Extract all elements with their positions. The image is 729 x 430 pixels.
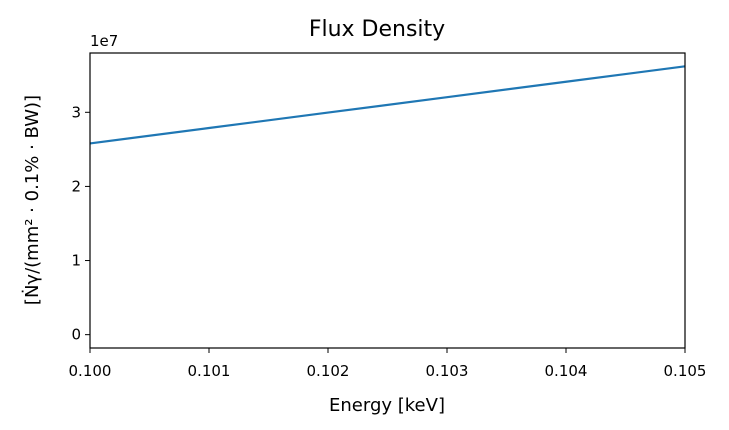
chart-title: Flux Density bbox=[309, 17, 445, 42]
ticks-layer: 0.100 0.101 0.102 0.103 0.104 0.105 0 1 2 3 bbox=[69, 103, 707, 380]
x-tick-label: 0.105 bbox=[664, 362, 707, 380]
y-tick-label: 0 bbox=[71, 326, 81, 344]
x-tick-label: 0.101 bbox=[188, 362, 231, 380]
series-layer bbox=[89, 65, 686, 145]
y-tick-label: 2 bbox=[71, 177, 81, 195]
x-axis-label: Energy [keV] bbox=[329, 395, 445, 416]
y-axis-label: [Ṅγ/(mm² · 0.1% · BW)] bbox=[22, 95, 43, 305]
x-tick-label: 0.104 bbox=[545, 362, 588, 380]
x-tick-label: 0.103 bbox=[426, 362, 469, 380]
y-tick-label: 3 bbox=[71, 103, 81, 121]
y-axis-offset-label: 1e7 bbox=[90, 32, 118, 50]
plot-area-frame bbox=[89, 52, 686, 349]
y-tick-label: 1 bbox=[71, 252, 81, 270]
x-tick-label: 0.100 bbox=[69, 362, 112, 380]
x-tick-label: 0.102 bbox=[307, 362, 350, 380]
flux-density-line bbox=[89, 65, 686, 145]
